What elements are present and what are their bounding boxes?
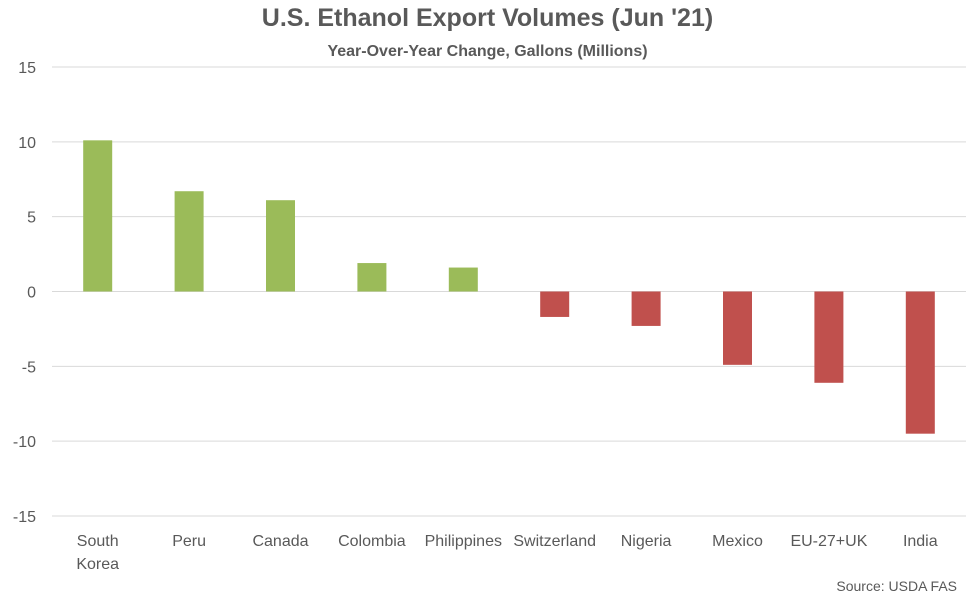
- y-tick-label: 0: [27, 285, 36, 302]
- bar: [174, 191, 204, 292]
- chart-title: U.S. Ethanol Export Volumes (Jun '21): [261, 4, 714, 32]
- bar: [814, 291, 844, 383]
- bar: [723, 291, 752, 365]
- x-tick-label: India: [903, 533, 938, 550]
- bar: [83, 140, 113, 292]
- x-tick-label: Mexico: [712, 533, 763, 550]
- bar: [540, 291, 570, 317]
- x-tick-label: Philippines: [425, 533, 502, 550]
- bar: [448, 267, 478, 292]
- x-tick-label: Korea: [76, 556, 119, 573]
- y-tick-label: -10: [13, 434, 36, 451]
- y-tick-label: -15: [13, 509, 36, 526]
- source-note: Source: USDA FAS: [836, 578, 957, 594]
- y-tick-label: 10: [18, 135, 36, 152]
- x-tick-label: Canada: [252, 533, 308, 550]
- x-tick-label: Peru: [172, 533, 206, 550]
- y-tick-label: 15: [18, 60, 36, 77]
- x-tick-label: Nigeria: [621, 533, 672, 550]
- bar: [357, 263, 387, 292]
- x-tick-label: South: [77, 533, 119, 550]
- chart-subtitle: Year-Over-Year Change, Gallons (Millions…: [327, 43, 648, 60]
- x-tick-label: Colombia: [338, 533, 406, 550]
- bar: [631, 291, 661, 326]
- bar: [266, 200, 295, 292]
- x-tick-label: EU-27+UK: [790, 533, 867, 550]
- y-tick-label: -5: [22, 359, 36, 376]
- x-tick-label: Switzerland: [513, 533, 596, 550]
- bar: [905, 291, 935, 434]
- y-tick-label: 5: [27, 210, 36, 227]
